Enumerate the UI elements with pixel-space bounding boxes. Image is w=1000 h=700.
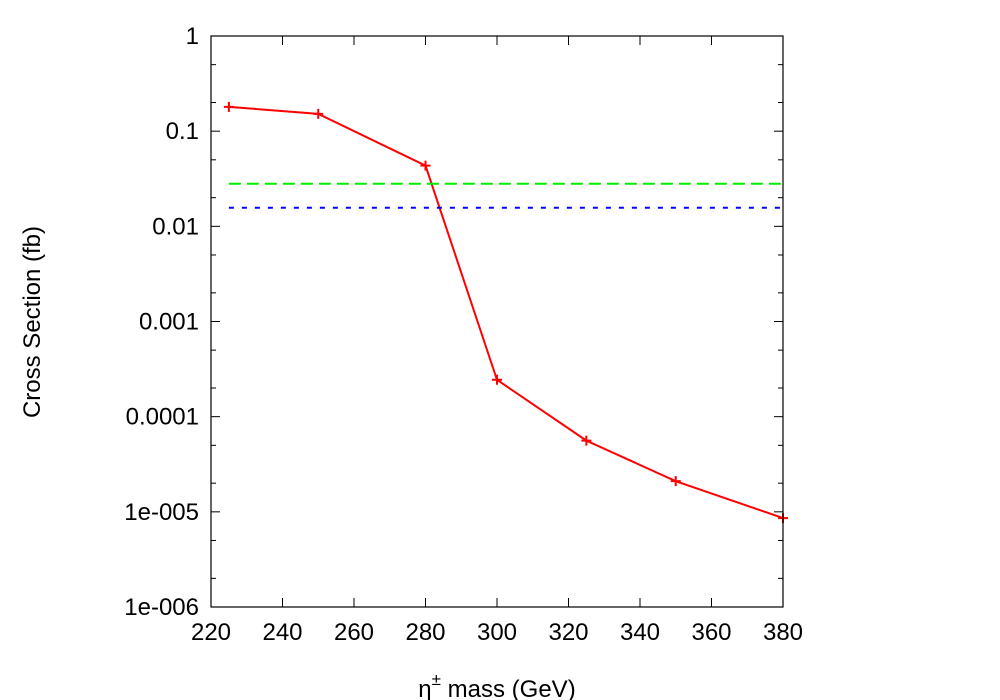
series-line-0 (228, 105, 784, 520)
plot-frame (210, 35, 784, 608)
x-tick-label: 300 (477, 619, 517, 646)
x-tick-label: 280 (405, 619, 445, 646)
y-tick-label: 1 (186, 23, 199, 50)
x-axis-label-sup: ± (432, 670, 441, 689)
y-tick-label: 1e-006 (124, 594, 199, 621)
x-axis-label-rest: mass (GeV) (441, 676, 576, 700)
data-point-marker (492, 374, 502, 385)
y-tick-label: 0.001 (139, 309, 199, 336)
y-tick-label: 1e-005 (124, 499, 199, 526)
x-tick-label: 260 (334, 619, 374, 646)
y-tick-label: 0.0001 (126, 404, 199, 431)
x-axis-label: η± mass (GeV) (418, 670, 575, 700)
x-tick-label: 240 (262, 619, 302, 646)
x-tick-label: 380 (763, 619, 803, 646)
x-axis-label-base: η (418, 676, 431, 700)
x-tick-label: 320 (548, 619, 588, 646)
data-point-marker (420, 160, 431, 171)
data-point-marker (223, 101, 234, 112)
data-point-marker (581, 435, 592, 446)
data-point-marker (670, 476, 681, 487)
x-tick-label: 360 (691, 619, 731, 646)
y-tick-label: 0.1 (166, 118, 199, 145)
x-tick-label: 340 (620, 619, 660, 646)
data-point-marker (313, 108, 324, 119)
y-tick-label: 0.01 (152, 213, 199, 240)
x-tick-label: 220 (191, 619, 231, 646)
y-axis-label: Cross Section (fb) (19, 226, 46, 418)
